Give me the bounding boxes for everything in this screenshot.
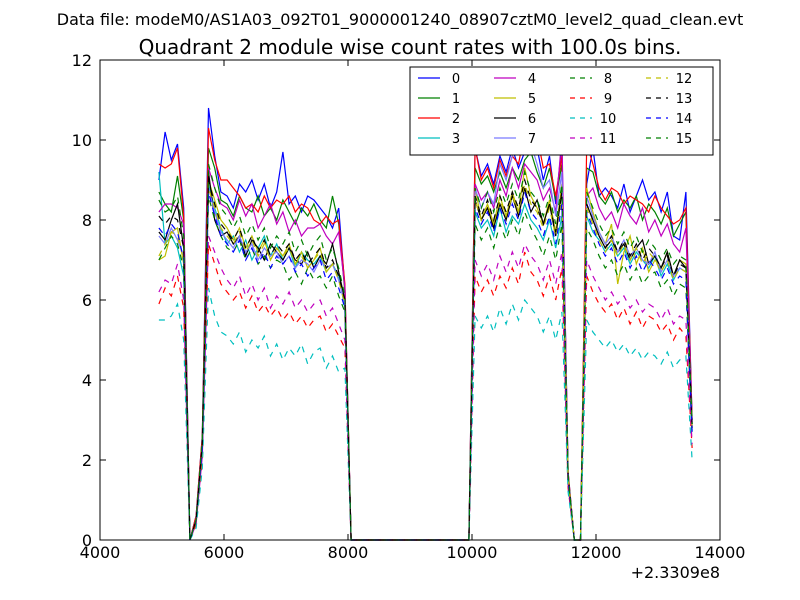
x-tick-label: 8000 — [328, 543, 369, 562]
series-line-9 — [158, 243, 693, 541]
legend-label-3: 3 — [452, 132, 460, 147]
chart-title: Quadrant 2 module wise count rates with … — [139, 35, 682, 59]
y-tick-label: 0 — [82, 531, 92, 550]
legend-label-15: 15 — [676, 132, 693, 147]
legend-label-8: 8 — [604, 72, 612, 87]
legend-label-9: 9 — [604, 92, 612, 107]
legend-label-11: 11 — [600, 132, 617, 147]
legend-label-14: 14 — [676, 112, 693, 127]
series-line-12 — [158, 181, 693, 541]
legend-label-12: 12 — [676, 72, 693, 87]
legend-label-6: 6 — [528, 112, 536, 127]
legend-label-4: 4 — [528, 72, 536, 87]
legend-label-0: 0 — [452, 72, 460, 87]
x-tick-label: 10000 — [447, 543, 498, 562]
x-tick-label: 6000 — [204, 543, 245, 562]
y-tick-label: 2 — [82, 451, 92, 470]
legend-label-2: 2 — [452, 112, 460, 127]
legend-box — [409, 66, 714, 156]
y-tick-label: 12 — [72, 51, 92, 70]
x-offset-label: +2.3309e8 — [631, 563, 720, 582]
legend-label-10: 10 — [600, 112, 617, 127]
y-tick-label: 10 — [72, 131, 92, 150]
figure-suptitle: Data file: modeM0/AS1A03_092T01_90000012… — [57, 10, 743, 30]
y-tick-label: 6 — [82, 291, 92, 310]
legend-label-7: 7 — [528, 132, 536, 147]
x-tick-label: 12000 — [571, 543, 622, 562]
legend-label-13: 13 — [676, 92, 693, 107]
x-tick-label: 14000 — [695, 543, 746, 562]
y-tick-label: 8 — [82, 211, 92, 230]
x-tick-label: 4000 — [80, 543, 121, 562]
legend-label-1: 1 — [452, 92, 460, 107]
y-tick-label: 4 — [82, 371, 92, 390]
legend-label-5: 5 — [528, 92, 536, 107]
